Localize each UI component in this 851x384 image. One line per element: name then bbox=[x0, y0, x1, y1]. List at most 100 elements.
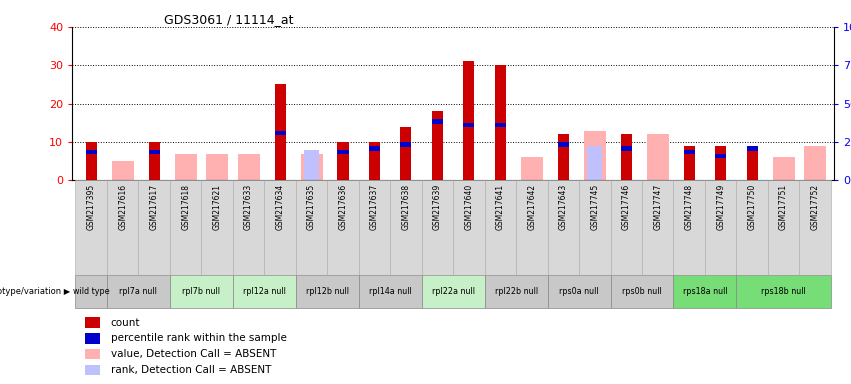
Text: percentile rank within the sample: percentile rank within the sample bbox=[111, 333, 287, 343]
Bar bbox=[736, 180, 768, 275]
Bar bbox=[391, 180, 422, 275]
Bar bbox=[111, 161, 134, 180]
Bar bbox=[495, 123, 505, 127]
Bar bbox=[715, 146, 726, 180]
Bar bbox=[170, 275, 233, 308]
Bar bbox=[610, 275, 673, 308]
Text: rps0b null: rps0b null bbox=[622, 287, 662, 296]
Bar bbox=[401, 142, 411, 147]
Bar bbox=[746, 146, 757, 151]
Text: rpl14a null: rpl14a null bbox=[368, 287, 412, 296]
Bar bbox=[768, 180, 799, 275]
Bar bbox=[673, 180, 705, 275]
Bar bbox=[149, 142, 160, 180]
Bar bbox=[304, 150, 319, 180]
Bar bbox=[85, 317, 100, 328]
Bar bbox=[746, 146, 757, 180]
Bar bbox=[547, 180, 579, 275]
Bar bbox=[296, 275, 359, 308]
Bar bbox=[422, 275, 484, 308]
Bar bbox=[620, 134, 631, 180]
Bar bbox=[673, 275, 736, 308]
Bar bbox=[484, 180, 516, 275]
Bar bbox=[705, 180, 736, 275]
Bar bbox=[233, 275, 296, 308]
Bar bbox=[86, 142, 97, 180]
Text: GSM217616: GSM217616 bbox=[118, 184, 127, 230]
Text: GSM217633: GSM217633 bbox=[244, 184, 253, 230]
Text: rank, Detection Call = ABSENT: rank, Detection Call = ABSENT bbox=[111, 365, 271, 375]
Text: GSM217621: GSM217621 bbox=[213, 184, 221, 230]
Text: GSM217636: GSM217636 bbox=[339, 184, 347, 230]
Text: GSM217642: GSM217642 bbox=[528, 184, 536, 230]
Text: rps18a null: rps18a null bbox=[683, 287, 728, 296]
Bar bbox=[547, 275, 610, 308]
Bar bbox=[715, 154, 726, 158]
Text: GSM217641: GSM217641 bbox=[496, 184, 505, 230]
Bar bbox=[495, 65, 505, 180]
Bar bbox=[610, 180, 642, 275]
Bar bbox=[516, 180, 547, 275]
Bar bbox=[736, 275, 831, 308]
Bar bbox=[401, 127, 411, 180]
Text: rpl22a null: rpl22a null bbox=[431, 287, 475, 296]
Bar bbox=[275, 84, 286, 180]
Text: rpl22b null: rpl22b null bbox=[494, 287, 538, 296]
Text: GSM217638: GSM217638 bbox=[402, 184, 410, 230]
Bar bbox=[300, 154, 323, 180]
Bar bbox=[233, 180, 265, 275]
Text: GSM217634: GSM217634 bbox=[276, 184, 284, 230]
Text: GSM217749: GSM217749 bbox=[717, 184, 725, 230]
Bar bbox=[453, 180, 484, 275]
Text: genotype/variation ▶: genotype/variation ▶ bbox=[0, 287, 70, 296]
Text: rpl12a null: rpl12a null bbox=[243, 287, 286, 296]
Bar bbox=[464, 61, 474, 180]
Text: GSM217637: GSM217637 bbox=[370, 184, 379, 230]
Text: rpl12b null: rpl12b null bbox=[306, 287, 349, 296]
Text: GSM217639: GSM217639 bbox=[433, 184, 442, 230]
Bar bbox=[328, 180, 359, 275]
Text: rpl7b null: rpl7b null bbox=[182, 287, 220, 296]
Text: count: count bbox=[111, 318, 140, 328]
Bar bbox=[647, 134, 669, 180]
Text: value, Detection Call = ABSENT: value, Detection Call = ABSENT bbox=[111, 349, 276, 359]
Bar bbox=[85, 333, 100, 344]
Text: GSM217752: GSM217752 bbox=[811, 184, 820, 230]
Text: rps18b null: rps18b null bbox=[762, 287, 806, 296]
Bar bbox=[620, 146, 631, 151]
Bar bbox=[359, 275, 422, 308]
Bar bbox=[584, 131, 606, 180]
Bar bbox=[464, 123, 474, 127]
Text: GSM217746: GSM217746 bbox=[622, 184, 631, 230]
Bar bbox=[799, 180, 831, 275]
Bar bbox=[432, 119, 443, 124]
Text: GSM217750: GSM217750 bbox=[748, 184, 757, 230]
Text: wild type: wild type bbox=[73, 287, 110, 296]
Bar bbox=[773, 157, 795, 180]
Bar bbox=[296, 180, 328, 275]
Text: GSM217745: GSM217745 bbox=[591, 184, 599, 230]
Bar bbox=[557, 134, 568, 180]
Bar bbox=[683, 146, 694, 180]
Bar bbox=[107, 275, 170, 308]
Text: GSM217640: GSM217640 bbox=[465, 184, 473, 230]
Bar bbox=[579, 180, 610, 275]
Bar bbox=[265, 180, 296, 275]
Bar bbox=[237, 154, 260, 180]
Text: GSM217635: GSM217635 bbox=[307, 184, 316, 230]
Bar bbox=[587, 146, 603, 180]
Bar bbox=[170, 180, 202, 275]
Bar bbox=[85, 349, 100, 359]
Bar bbox=[139, 180, 170, 275]
Text: GSM217618: GSM217618 bbox=[181, 184, 190, 230]
Bar bbox=[76, 275, 107, 308]
Bar bbox=[338, 150, 349, 154]
Text: GSM217395: GSM217395 bbox=[87, 184, 95, 230]
Bar bbox=[206, 154, 228, 180]
Text: GSM217751: GSM217751 bbox=[780, 184, 788, 230]
Bar bbox=[107, 180, 139, 275]
Text: rps0a null: rps0a null bbox=[559, 287, 599, 296]
Bar bbox=[422, 180, 453, 275]
Bar bbox=[804, 146, 826, 180]
Bar bbox=[521, 157, 543, 180]
